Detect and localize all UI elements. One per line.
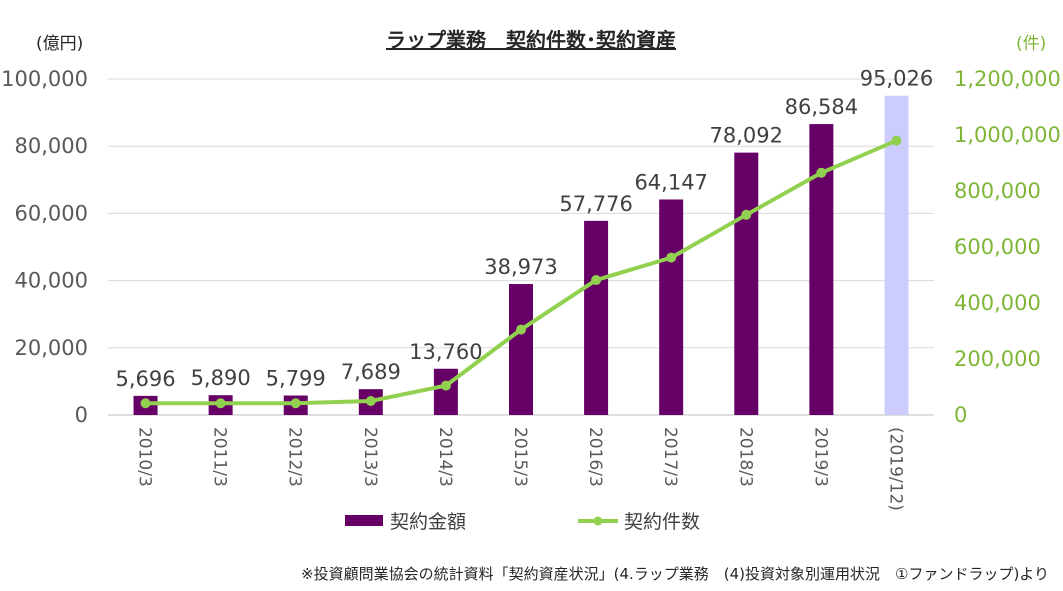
bar [659,199,684,415]
right-axis-ticks: 0 200,000 400,000 600,000 800,000 1,000,000 1,… [954,67,1061,427]
legend: 契約金額 契約件数 [345,511,700,533]
line-point [215,398,226,409]
bar-data-label: 57,776 [559,192,632,216]
left-axis-unit: (億円) [36,34,83,54]
x-tick-label: 2013/3 [360,427,380,487]
bar [509,284,533,415]
right-tick-label: 600,000 [954,235,1041,259]
line-point [440,380,451,391]
x-tick-label: 2011/3 [210,427,230,487]
line-point [666,252,677,263]
left-tick-label: 20,000 [15,336,88,360]
bar [884,95,909,415]
legend-swatch-bar [345,515,383,526]
left-tick-label: 60,000 [15,201,88,225]
bar-data-label: 78,092 [710,124,783,148]
left-tick-label: 0 [75,403,88,427]
legend-label-line: 契約件数 [624,511,700,533]
bar-data-label: 5,696 [115,367,175,391]
bar-data-labels: 5,696 5,890 5,799 7,689 13,760 38,973 57,77664… [115,67,933,391]
line-point [140,398,151,409]
x-tick-label: 2017/3 [660,427,680,487]
bar-data-label: 95,026 [860,67,933,91]
left-tick-label: 40,000 [15,269,88,293]
right-tick-label: 200,000 [954,347,1041,371]
bar-data-label: 5,799 [266,367,326,391]
right-tick-label: 1,000,000 [954,123,1061,147]
line-point [741,209,752,220]
x-tick-label: 2014/3 [435,427,455,487]
bar-data-label: 64,147 [634,170,707,194]
line-point [816,167,827,178]
bar-data-label: 13,760 [409,340,482,364]
line-point [516,324,526,335]
left-tick-label: 100,000 [1,67,88,91]
bar-data-label: 5,890 [191,366,251,390]
right-tick-label: 1,200,000 [954,67,1061,91]
x-axis-ticks: 2010/3 2011/3 2012/3 2013/3 2014/3 2015/3 2016… [135,427,906,511]
x-tick-label: 2012/3 [285,427,305,487]
bar [734,152,759,415]
x-tick-label: 2010/3 [135,427,155,487]
line-point [591,275,602,286]
bar-data-label: 38,973 [484,255,557,279]
line-series [140,135,902,409]
right-axis-unit: (件) [1016,34,1046,54]
x-tick-label: 2015/3 [510,427,530,487]
source-note: ※投資顧問業協会の統計資料「契約資産状況」(4.ラップ業務 (4)投資対象別運用… [301,565,1049,583]
legend-swatch-marker [593,516,603,526]
right-tick-label: 0 [954,403,967,427]
x-tick-label: 2016/3 [585,427,605,487]
line-point [290,398,301,409]
bar [584,220,609,415]
gridlines [108,78,934,416]
x-tick-label: 2019/3 [810,427,830,487]
bar-data-label: 86,584 [785,95,858,119]
line-point [891,135,902,146]
legend-label-bar: 契約金額 [390,511,466,533]
left-tick-label: 80,000 [15,134,88,158]
right-tick-label: 400,000 [954,291,1041,315]
left-axis-ticks: 0 20,000 40,000 60,000 80,000 100,000 [1,67,88,427]
x-tick-label: 2018/3 [735,427,755,487]
right-tick-label: 800,000 [954,179,1041,203]
bar [433,368,458,415]
bar-data-label: 7,689 [341,360,401,384]
chart-title: ラップ業務 契約件数･契約資産 [386,28,676,52]
x-tick-label: (2019/12) [885,427,905,511]
line-point [365,396,376,406]
